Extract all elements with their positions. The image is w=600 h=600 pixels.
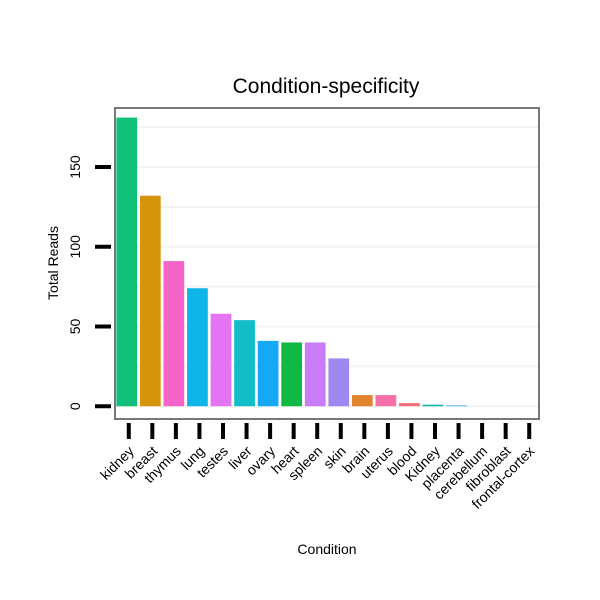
grid-lines bbox=[115, 126, 539, 408]
bar-placenta bbox=[446, 405, 467, 407]
bar-testes bbox=[210, 313, 232, 407]
bar-spleen bbox=[304, 342, 326, 407]
bar-kidney bbox=[422, 404, 444, 407]
bar-liver bbox=[234, 320, 255, 407]
y-tick-label: 150 bbox=[67, 155, 83, 179]
bar-lung bbox=[187, 288, 208, 407]
chart-title: Condition-specificity bbox=[233, 75, 420, 98]
y-axis-label: Total Reads bbox=[45, 226, 61, 300]
bar-breast bbox=[139, 195, 161, 407]
bar-kidney bbox=[116, 117, 138, 407]
bars bbox=[116, 117, 467, 407]
bar-brain bbox=[351, 395, 373, 407]
y-axis: 0 50 100 150 bbox=[67, 155, 111, 410]
y-tick-label: 0 bbox=[67, 402, 83, 410]
bar-ovary bbox=[257, 340, 279, 407]
y-tick-label: 100 bbox=[67, 235, 83, 259]
bar-uterus bbox=[375, 395, 397, 407]
plot-border bbox=[114, 107, 540, 420]
x-axis-label: Condition bbox=[297, 541, 356, 557]
y-tick-label: 50 bbox=[67, 319, 83, 335]
bar-blood bbox=[399, 403, 420, 407]
bar-thymus bbox=[163, 261, 185, 407]
bar-heart bbox=[281, 342, 303, 407]
x-axis: kidneybreastthymuslungtestesliverovaryhe… bbox=[97, 423, 537, 512]
bar-skin bbox=[328, 358, 350, 407]
